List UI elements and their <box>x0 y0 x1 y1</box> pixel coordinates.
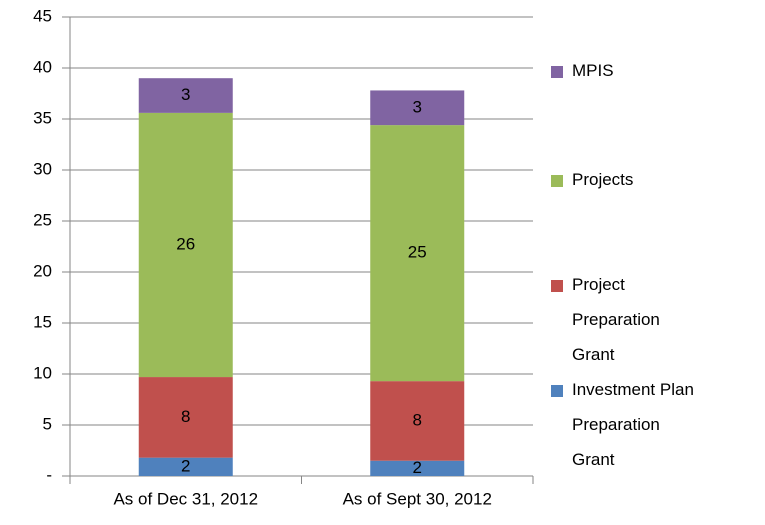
y-tick-label: 35 <box>33 108 52 127</box>
legend-swatch <box>551 385 563 397</box>
y-tick-label: 5 <box>43 414 52 433</box>
legend-label-line: Project <box>572 275 625 294</box>
legend-label: Investment Plan Preparation Grant <box>572 380 694 469</box>
legend-label-line: MPIS <box>572 61 614 80</box>
legend-label-line: Preparation <box>572 310 660 329</box>
legend-swatch <box>551 280 563 292</box>
y-tick-label: 15 <box>33 312 52 331</box>
bar-segment <box>370 125 465 382</box>
bar-segment <box>370 460 465 476</box>
data-label: 8 <box>181 407 190 426</box>
y-tick-label: - <box>46 465 52 484</box>
bar-segment <box>138 78 233 113</box>
data-label: 25 <box>408 243 427 262</box>
legend-label-line: Grant <box>572 345 615 364</box>
legend-label: Projects <box>572 170 633 189</box>
data-label: 3 <box>413 97 422 116</box>
bar-segment <box>138 377 233 458</box>
legend-label: Project Preparation Grant <box>572 275 660 364</box>
legend-label-line: Grant <box>572 450 615 469</box>
bar-segment <box>138 457 233 476</box>
legend-label: MPIS <box>572 61 614 80</box>
y-tick-label: 25 <box>33 210 52 229</box>
bar-segment <box>370 381 465 461</box>
legend-swatch <box>551 175 563 187</box>
y-tick-label: 30 <box>33 159 52 178</box>
y-tick-label: 20 <box>33 261 52 280</box>
data-label: 3 <box>181 85 190 104</box>
y-tick-label: 10 <box>33 363 52 382</box>
y-tick-label: 40 <box>33 57 52 76</box>
y-tick-label: 45 <box>33 6 52 25</box>
legend-label-line: Preparation <box>572 415 660 434</box>
data-label: 8 <box>413 410 422 429</box>
legend-label-line: Projects <box>572 170 633 189</box>
legend-label-line: Investment Plan <box>572 380 694 399</box>
x-tick-label: As of Dec 31, 2012 <box>113 489 258 508</box>
x-tick-label: As of Sept 30, 2012 <box>343 489 492 508</box>
bar-segment <box>370 90 465 126</box>
data-label: 2 <box>181 456 190 475</box>
data-label: 26 <box>176 234 195 253</box>
legend-swatch <box>551 66 563 78</box>
bar-segment <box>138 112 233 378</box>
data-label: 2 <box>413 458 422 477</box>
